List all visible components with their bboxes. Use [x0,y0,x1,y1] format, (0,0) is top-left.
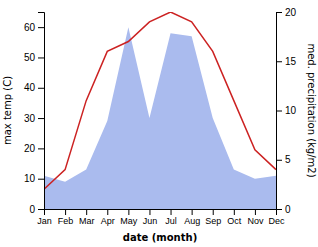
tick-mark [128,209,129,215]
marks [44,12,276,209]
axis-line [277,13,283,210]
tick: 60 [24,22,44,33]
x-axis-title: date (month) [123,232,197,243]
tick-label: 50 [24,52,36,63]
tick-label: 10 [285,105,297,116]
tick: Apr [101,209,115,226]
tick: May [120,209,138,226]
tick-mark [38,179,44,180]
tick-label: Jun [143,216,158,226]
tick-label: 20 [24,143,36,154]
tick-mark [234,209,235,215]
tick: Mar [79,209,95,226]
tick-mark [276,160,282,161]
tick: 10 [276,105,297,116]
tick: 10 [24,173,44,184]
tick-label: Oct [227,216,242,226]
tick: Oct [227,209,242,226]
tick: Jun [143,209,158,226]
x-axis: Jan Feb Mar Apr May Jun Jul Aug Sep Oct Nov Dec [37,209,285,226]
tick: 20 [276,7,297,18]
tick: 40 [24,82,44,93]
tick-mark [65,209,66,215]
tick: 5 [276,154,291,165]
tick-label: Feb [58,216,74,226]
tick-label: 0 [29,204,35,215]
tick-mark [86,209,87,215]
tick: Nov [247,209,264,226]
tick-label: Dec [268,216,285,226]
chart: JanFebMarAprMayJunJulAugSepOctNovDec0102… [0,0,318,247]
y-axis: 0 10 20 30 40 50 60 [24,13,45,215]
tick: Feb [58,209,74,226]
tick-label: 15 [285,56,297,67]
tick-mark [38,118,44,119]
tick-label: 20 [285,7,297,18]
tick: 50 [24,52,44,63]
tick-label: 60 [24,22,36,33]
tick: 20 [24,143,44,154]
tick-mark [38,57,44,58]
tick: Jan [37,209,52,226]
y2-axis: 0 5 10 15 20 [276,7,297,215]
tick-label: Aug [184,216,200,226]
tick: 0 [276,204,291,215]
axis-line [38,13,45,210]
tick-mark [38,88,44,89]
tick-mark [38,27,44,28]
tick-label: Apr [101,216,115,226]
tick-label: May [120,216,138,226]
tick-label: 30 [24,113,36,124]
tick-mark [38,209,44,210]
tick-label: Jan [37,216,52,226]
tick-label: 40 [24,82,36,93]
tick-label: 10 [24,173,36,184]
tick-mark [276,111,282,112]
tick: Sep [205,209,221,226]
tick-label: 0 [285,204,291,215]
tick-mark [276,61,282,62]
tick-mark [213,209,214,215]
line [44,12,276,189]
tick: 30 [24,113,44,124]
tick-mark [107,209,108,215]
y2-axis-title: med. precipitation (kg/m2) [306,43,317,177]
tick: Aug [184,209,200,226]
tick-mark [171,209,172,215]
tick-mark [38,148,44,149]
axis-line [45,210,277,216]
tick: 15 [276,56,297,67]
tick-mark [276,209,282,210]
tick: 0 [29,204,44,215]
y-axis-title: max temp (C) [2,76,13,145]
tick-label: Nov [247,216,264,226]
tick: Jul [165,209,177,226]
tick-mark [192,209,193,215]
tick-mark [149,209,150,215]
tick-label: 5 [285,154,291,165]
tick-mark [276,12,282,13]
tick-label: Sep [205,216,221,226]
tick: Dec [268,209,285,226]
tick-label: Mar [79,216,95,226]
plot: JanFebMarAprMayJunJulAugSepOctNovDec0102… [24,7,297,227]
tick-label: Jul [165,216,177,226]
tick-mark [255,209,256,215]
